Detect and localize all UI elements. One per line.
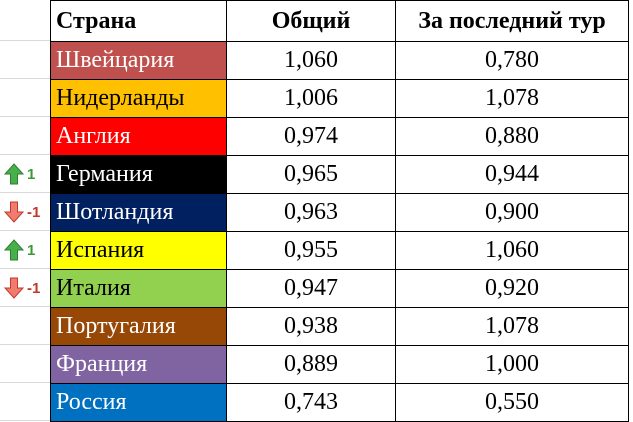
- total-cell[interactable]: 0,955: [226, 231, 396, 270]
- last-round-cell[interactable]: 0,900: [395, 193, 629, 232]
- gridline: [0, 40, 50, 41]
- last-round-cell[interactable]: 1,000: [395, 345, 629, 384]
- gridline: [0, 268, 50, 269]
- country-cell[interactable]: Англия: [50, 117, 227, 156]
- header-total[interactable]: Общий: [226, 0, 396, 42]
- total-cell[interactable]: 1,060: [226, 41, 396, 80]
- gridline: [0, 78, 50, 79]
- rank-change-italy: -1: [0, 269, 50, 307]
- country-cell[interactable]: Германия: [50, 155, 227, 194]
- table-row: Франция 0,889 1,000: [50, 345, 629, 384]
- total-cell[interactable]: 0,963: [226, 193, 396, 232]
- gridline: [0, 306, 50, 307]
- rank-change-value: 1: [27, 165, 36, 183]
- last-round-cell[interactable]: 1,078: [395, 307, 629, 346]
- gridline: [0, 382, 50, 383]
- country-cell[interactable]: Италия: [50, 269, 227, 308]
- arrow-up-icon: [4, 239, 24, 261]
- total-cell[interactable]: 0,743: [226, 383, 396, 422]
- arrow-down-icon: [4, 277, 24, 299]
- table-header-row: Страна Общий За последний тур: [50, 0, 629, 42]
- table-row: Германия 0,965 0,944: [50, 155, 629, 194]
- table-row: Швейцария 1,060 0,780: [50, 41, 629, 80]
- change-gutter: 1 -1 1 -1: [0, 0, 50, 422]
- last-round-cell[interactable]: 0,920: [395, 269, 629, 308]
- last-round-cell[interactable]: 0,880: [395, 117, 629, 156]
- rank-change-spain: 1: [0, 231, 50, 269]
- country-cell[interactable]: Франция: [50, 345, 227, 384]
- country-cell[interactable]: Нидерланды: [50, 79, 227, 118]
- last-round-cell[interactable]: 0,780: [395, 41, 629, 80]
- header-country[interactable]: Страна: [50, 0, 227, 42]
- total-cell[interactable]: 0,889: [226, 345, 396, 384]
- arrow-down-icon: [4, 201, 24, 223]
- last-round-cell[interactable]: 1,078: [395, 79, 629, 118]
- table-row: Италия 0,947 0,920: [50, 269, 629, 308]
- total-cell[interactable]: 0,965: [226, 155, 396, 194]
- gridline: [0, 230, 50, 231]
- table-row: Англия 0,974 0,880: [50, 117, 629, 156]
- last-round-cell[interactable]: 1,060: [395, 231, 629, 270]
- country-cell[interactable]: Шотландия: [50, 193, 227, 232]
- table-row: Испания 0,955 1,060: [50, 231, 629, 270]
- country-cell[interactable]: Португалия: [50, 307, 227, 346]
- gridline: [0, 344, 50, 345]
- rank-change-value: -1: [27, 203, 41, 221]
- country-cell[interactable]: Россия: [50, 383, 227, 422]
- table-row: Шотландия 0,963 0,900: [50, 193, 629, 232]
- rank-change-value: -1: [27, 279, 41, 297]
- last-round-cell[interactable]: 0,550: [395, 383, 629, 422]
- total-cell[interactable]: 1,006: [226, 79, 396, 118]
- arrow-up-icon: [4, 163, 24, 185]
- rank-change-value: 1: [27, 241, 36, 259]
- gridline: [0, 116, 50, 117]
- total-cell[interactable]: 0,947: [226, 269, 396, 308]
- table-row: Португалия 0,938 1,078: [50, 307, 629, 346]
- gridline: [0, 420, 50, 421]
- table-row: Нидерланды 1,006 1,078: [50, 79, 629, 118]
- header-last-round[interactable]: За последний тур: [395, 0, 629, 42]
- country-cell[interactable]: Швейцария: [50, 41, 227, 80]
- country-cell[interactable]: Испания: [50, 231, 227, 270]
- gridline: [0, 192, 50, 193]
- total-cell[interactable]: 0,974: [226, 117, 396, 156]
- ranking-table: Страна Общий За последний тур Швейцария …: [50, 0, 629, 422]
- last-round-cell[interactable]: 0,944: [395, 155, 629, 194]
- rank-change-scotland: -1: [0, 193, 50, 231]
- rank-change-germany: 1: [0, 155, 50, 193]
- table-row: Россия 0,743 0,550: [50, 383, 629, 422]
- gridline: [0, 154, 50, 155]
- total-cell[interactable]: 0,938: [226, 307, 396, 346]
